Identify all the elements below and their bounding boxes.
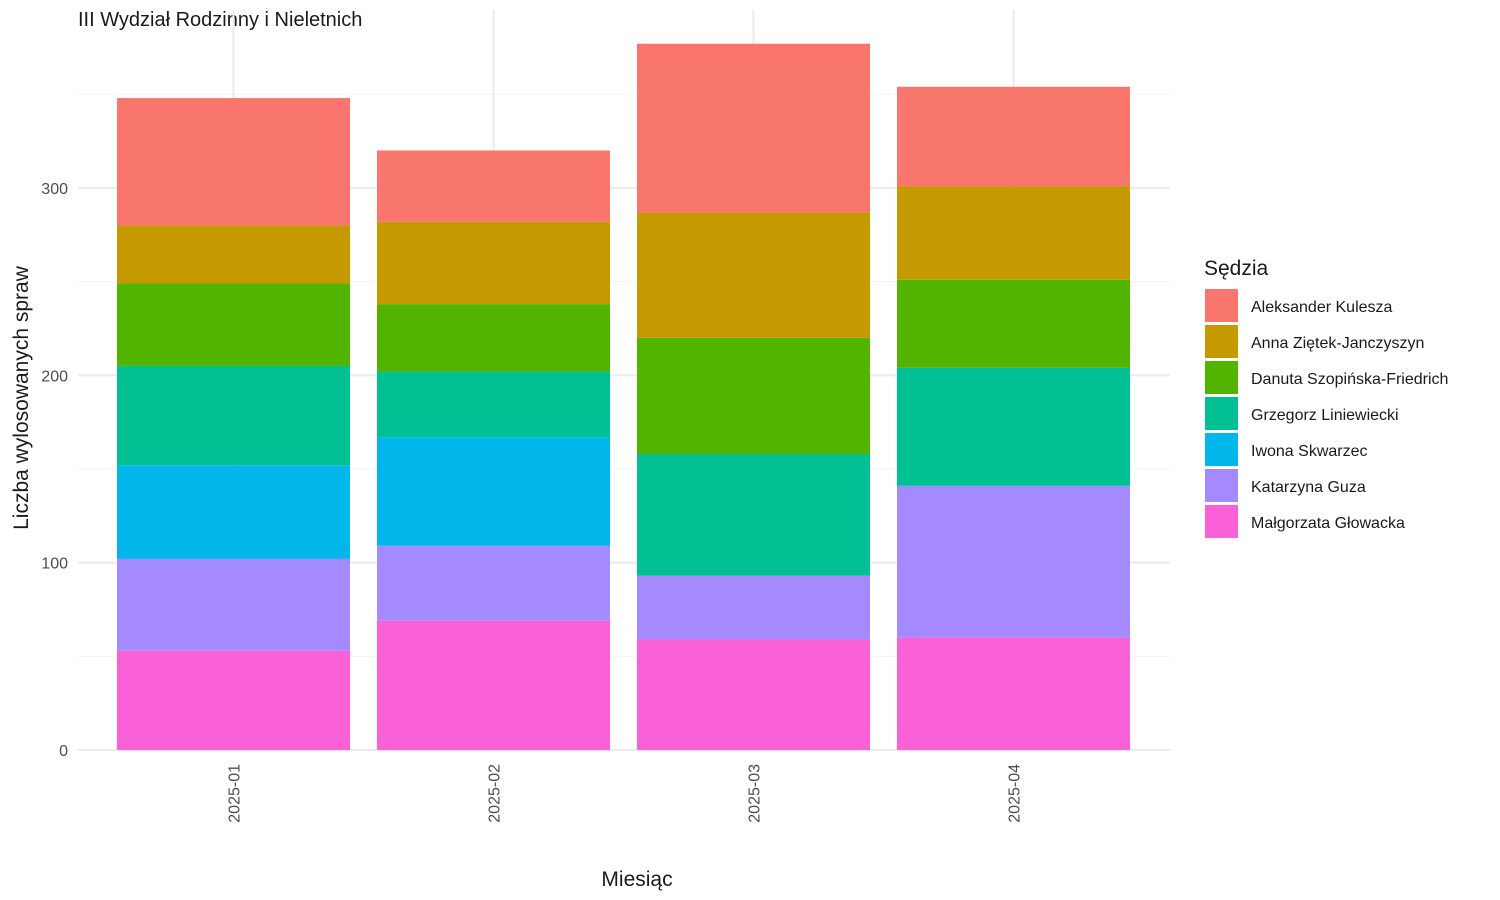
x-tick-label: 2025-01 [227,764,244,823]
legend-swatch [1205,505,1238,538]
bar-segment [897,86,1130,187]
bar-segment [897,279,1130,368]
legend: Sędzia Aleksander Kulesza Anna Ziętek-Jan… [1204,257,1448,538]
bars [117,43,1130,750]
bar-segment [377,150,610,222]
bar-segment [637,639,870,750]
x-tick-label: 2025-02 [487,764,504,823]
legend-label: Danuta Szopińska-Friedrich [1251,371,1448,388]
y-tick-label: 0 [59,743,68,760]
legend-swatch [1205,325,1238,358]
bar-segment [377,371,610,438]
legend-label: Iwona Skwarzec [1251,443,1368,460]
bar-segment [637,337,870,454]
bar-segment [117,225,350,284]
chart-title: III Wydział Rodzinny i Nieletnich [78,9,362,31]
bar-segment [117,650,350,750]
bar-segment [377,437,610,546]
bar-segment [117,465,350,559]
y-axis-ticks: 0 100 200 300 [41,181,68,760]
x-axis-title: Miesiąc [601,868,672,891]
legend-swatch [1205,289,1238,322]
legend-swatch [1205,397,1238,430]
x-axis-ticks: 2025-01 2025-02 2025-03 2025-04 [227,764,1024,823]
bar-segment [117,558,350,651]
legend-swatch [1205,433,1238,466]
legend-label: Grzegorz Liniewiecki [1251,407,1399,424]
legend-label: Katarzyna Guza [1251,479,1366,496]
bar-segment [897,637,1130,750]
bar-segment [117,365,350,466]
y-axis-title: Liczba wylosowanych spraw [10,265,33,530]
bar-segment [637,43,870,213]
bar-segment [117,283,350,366]
bar-segment [637,212,870,338]
y-tick-label: 100 [41,556,68,573]
y-tick-label: 200 [41,368,68,385]
bar-segment [897,186,1130,280]
bar-segment [897,367,1130,486]
legend-label: Anna Ziętek-Janczyszyn [1251,335,1424,352]
bar-segment [897,485,1130,638]
x-tick-label: 2025-04 [1007,764,1024,823]
bar-segment [377,545,610,621]
bar-segment [637,454,870,576]
y-tick-label: 300 [41,181,68,198]
bar-segment [377,620,610,750]
legend-swatch [1205,361,1238,394]
legend-label: Aleksander Kulesza [1251,299,1393,316]
legend-label: Małgorzata Głowacka [1251,515,1405,532]
bar-segment [377,221,610,305]
legend-swatch [1205,469,1238,502]
bar-segment [637,575,870,640]
legend-title: Sędzia [1204,257,1269,280]
bar-segment [117,98,350,226]
x-tick-label: 2025-03 [747,764,764,823]
bar-segment [377,304,610,372]
